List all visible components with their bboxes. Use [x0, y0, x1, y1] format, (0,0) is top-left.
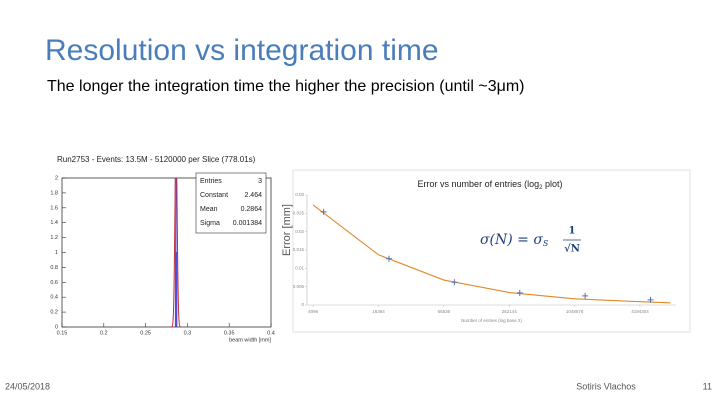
chart-title-text: Error vs number of entries (log — [418, 179, 540, 189]
y-tick-label: 2 — [55, 175, 58, 181]
x-tick-label: 16384 — [372, 309, 385, 314]
histogram-bar — [175, 252, 178, 327]
footer-page: 11 — [703, 381, 712, 391]
data-point — [647, 296, 654, 303]
slide-subtitle: The longer the integration time the high… — [47, 78, 524, 95]
x-tick-label: 0.4 — [267, 330, 275, 336]
y-tick-label: 0.015 — [293, 247, 305, 252]
y-tick-label: 0.8 — [50, 265, 58, 271]
fit-curve — [170, 178, 182, 327]
x-tick-label: 0.2 — [100, 330, 108, 336]
slide-title: Resolution vs integration time — [45, 34, 439, 67]
footer-date: 24/05/2018 — [5, 381, 50, 391]
chart-title: Run2753 - Events: 13.5M - 5120000 per Sl… — [57, 155, 256, 164]
stats-label: Entries — [200, 178, 222, 185]
fit-curve — [312, 204, 671, 304]
x-tick-label: 4194304 — [631, 309, 649, 314]
x-tick-label: 0.3 — [184, 330, 192, 336]
chart-title: Error vs number of entries (log2 plot) — [418, 179, 563, 190]
y-tick-label: 1 — [55, 250, 58, 256]
y-tick-label: 1.2 — [50, 235, 58, 241]
y-tick-label: 0.02 — [295, 229, 304, 234]
stats-box — [195, 172, 267, 234]
y-tick-label: 0 — [55, 324, 58, 330]
footer-author: Sotiris Vlachos — [576, 381, 636, 391]
x-tick-label: 0.35 — [224, 330, 235, 336]
x-tick-label: 262144 — [502, 309, 518, 314]
data-point — [451, 279, 458, 286]
data-point — [385, 255, 392, 262]
formula-lhs: σ(N) = σ — [480, 232, 543, 248]
stats-value: 2.464 — [244, 192, 262, 199]
plot-area — [170, 178, 182, 327]
stats-value: 0.2864 — [241, 206, 263, 213]
y-tick-label: 0.6 — [50, 280, 58, 286]
y-tick-label: 0.2 — [50, 310, 58, 316]
y-tick-label: 0.025 — [293, 211, 305, 216]
y-tick-label: 0.01 — [295, 266, 304, 271]
formula-num: 1 — [569, 226, 576, 237]
x-tick-label: 1048576 — [566, 309, 584, 314]
stats-value: 3 — [258, 178, 262, 185]
formula: σ(N) = σS — [480, 232, 549, 248]
chart-title-tail: plot) — [542, 179, 562, 189]
chart-title-sub: 2 — [539, 185, 543, 191]
y-tick-label: 0.4 — [50, 295, 58, 301]
x-tick-label: 4096 — [308, 309, 319, 314]
stats-value: 0.001384 — [233, 220, 262, 227]
y-tick-label: 1.6 — [50, 205, 58, 211]
y-tick-label: 1.4 — [50, 220, 58, 226]
x-tick-label: 0.15 — [57, 330, 68, 336]
y-tick-label: 0 — [301, 302, 304, 307]
formula-den: √N — [564, 243, 580, 255]
y-tick-label: 1.8 — [50, 190, 58, 196]
x-tick-label: 0.25 — [140, 330, 151, 336]
stats-label: Constant — [200, 192, 228, 199]
x-axis-label: beam width [mm] — [229, 337, 271, 343]
y-axis-label: Error [mm] — [281, 204, 293, 256]
x-tick-label: 65536 — [438, 309, 451, 314]
data-point — [582, 292, 589, 299]
stats-label: Sigma — [200, 220, 220, 227]
data-point — [516, 289, 523, 296]
stats-label: Mean — [200, 206, 218, 213]
data-point — [320, 208, 327, 215]
right-chart-frame — [292, 169, 691, 333]
formula-sub: S — [543, 239, 549, 248]
y-tick-label: 0.03 — [295, 192, 304, 197]
y-tick-label: 0.005 — [293, 284, 305, 289]
x-axis-label: Number of entries (log base 2) — [461, 318, 522, 323]
